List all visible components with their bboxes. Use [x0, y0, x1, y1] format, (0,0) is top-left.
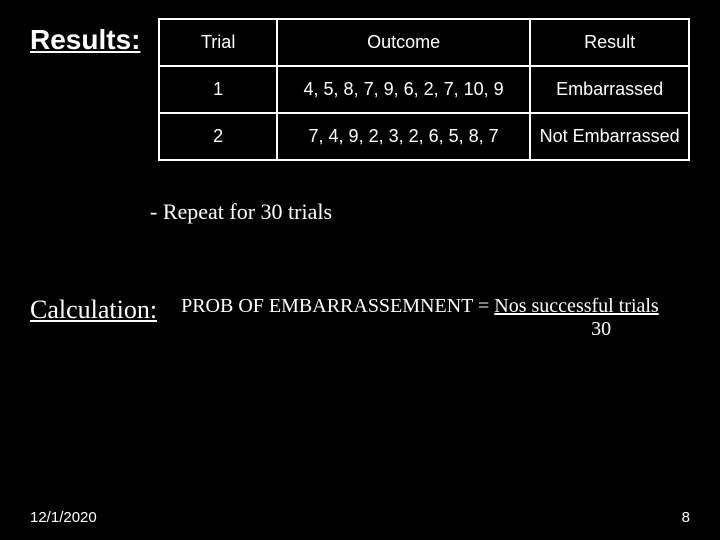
repeat-text: - Repeat for 30 trials — [150, 199, 690, 225]
formula-numerator: Nos successful trials — [494, 295, 658, 317]
cell-result: Not Embarrassed — [530, 113, 689, 160]
calculation-section: Calculation: PROB OF EMBARRASSEMNENT = N… — [30, 295, 690, 341]
table-row: 2 7, 4, 9, 2, 3, 2, 6, 5, 8, 7 Not Embar… — [159, 113, 689, 160]
formula-prefix: PROB OF EMBARRASSEMNENT = — [181, 295, 494, 317]
table-header-row: Trial Outcome Result — [159, 19, 689, 66]
formula-denominator: 30 — [521, 318, 681, 341]
cell-outcome: 4, 5, 8, 7, 9, 6, 2, 7, 10, 9 — [277, 66, 530, 113]
calculation-heading: Calculation: — [30, 295, 157, 325]
col-header-result: Result — [530, 19, 689, 66]
col-header-outcome: Outcome — [277, 19, 530, 66]
slide-footer: 12/1/2020 8 — [30, 509, 690, 526]
slide: Results: Trial Outcome Result 1 4, 5, 8,… — [0, 0, 720, 540]
results-section: Results: Trial Outcome Result 1 4, 5, 8,… — [30, 18, 690, 161]
cell-outcome: 7, 4, 9, 2, 3, 2, 6, 5, 8, 7 — [277, 113, 530, 160]
cell-result: Embarrassed — [530, 66, 689, 113]
table-row: 1 4, 5, 8, 7, 9, 6, 2, 7, 10, 9 Embarras… — [159, 66, 689, 113]
col-header-trial: Trial — [159, 19, 276, 66]
trials-table: Trial Outcome Result 1 4, 5, 8, 7, 9, 6,… — [158, 18, 690, 161]
footer-date: 12/1/2020 — [30, 509, 97, 526]
cell-trial: 1 — [159, 66, 276, 113]
results-heading: Results: — [30, 18, 140, 56]
calculation-formula: PROB OF EMBARRASSEMNENT = Nos successful… — [181, 295, 681, 341]
cell-trial: 2 — [159, 113, 276, 160]
footer-page-number: 8 — [682, 509, 690, 526]
